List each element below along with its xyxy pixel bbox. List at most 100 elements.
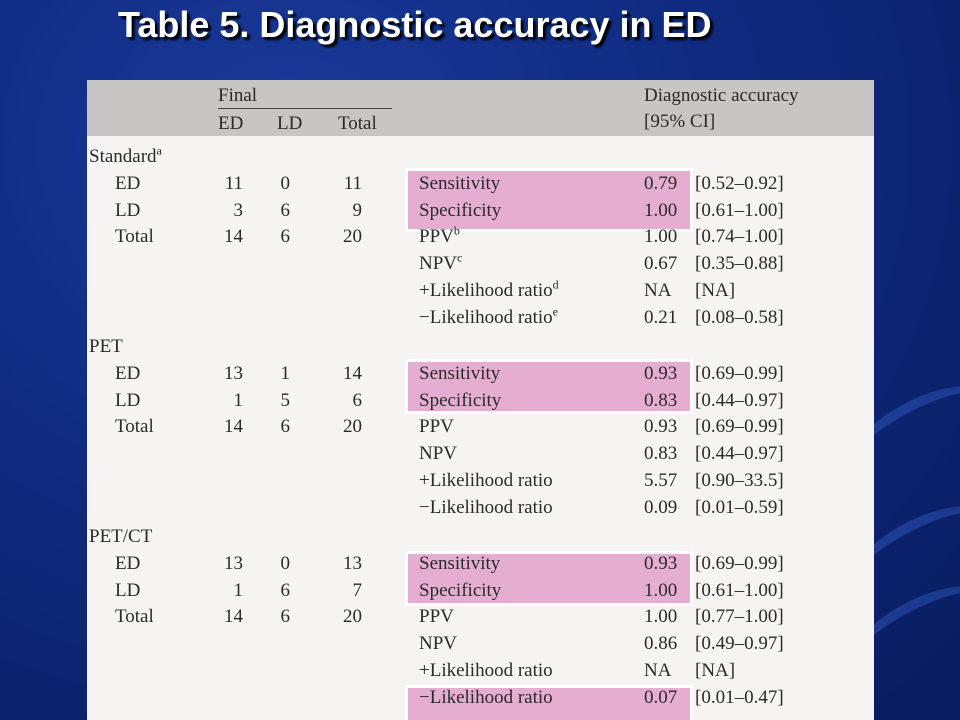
cell-ld: 1 — [280, 362, 291, 384]
cell-ed: 1 — [233, 389, 244, 411]
metric-ci: [0.61–1.00] — [695, 199, 784, 221]
highlight-box — [405, 168, 693, 232]
table-panel: Final ED LD Total Diagnostic accuracy [9… — [87, 80, 874, 720]
cell-ed: 1 — [233, 579, 244, 601]
metric-value: 0.07 — [644, 686, 678, 708]
header-ld: LD — [277, 113, 303, 134]
header-ci: [95% CI] — [644, 111, 716, 132]
section-footnote-mark: a — [156, 143, 162, 158]
cell-total: 9 — [352, 199, 363, 221]
cell-ed: 13 — [224, 552, 243, 574]
metric-ci: [0.69–0.99] — [695, 416, 784, 438]
metric-value: 0.93 — [644, 362, 678, 384]
metric-ci: [0.35–0.88] — [695, 253, 784, 275]
metric-value: 0.93 — [644, 552, 678, 574]
cell-total: 11 — [343, 172, 362, 194]
metric-ci: [0.01–0.59] — [695, 496, 784, 518]
highlight-box — [405, 359, 693, 414]
metric-value: 1.00 — [644, 606, 678, 628]
cell-ld: 0 — [280, 552, 291, 574]
metric-value: 0.93 — [644, 416, 678, 438]
metric-ci: [0.44–0.97] — [695, 389, 784, 411]
metric-label: +Likelihood ratio — [419, 660, 553, 681]
cell-total: 20 — [343, 606, 362, 628]
metric-ci: [NA] — [695, 280, 736, 301]
metric-value: 0.86 — [644, 633, 678, 655]
metric-value: 0.83 — [644, 443, 678, 465]
metric-footnote-mark: d — [552, 277, 559, 292]
row-label: Total — [115, 606, 154, 628]
metric-ci: [0.69–0.99] — [695, 552, 784, 574]
metric-label: PPV — [419, 606, 454, 628]
metric-label: NPVc — [419, 250, 463, 275]
metric-label: PPV — [419, 416, 454, 438]
cell-total: 14 — [343, 362, 362, 384]
header-final: Final — [218, 85, 258, 106]
metric-label: NPV — [419, 633, 458, 655]
cell-ld: 6 — [280, 416, 291, 438]
metric-label: −Likelihood ratio — [419, 686, 553, 708]
row-label: Total — [115, 416, 154, 438]
metric-ci: [0.74–1.00] — [695, 226, 784, 248]
metric-ci: [0.77–1.00] — [695, 606, 784, 628]
metric-value: NA — [644, 280, 672, 301]
cell-ed: 11 — [224, 172, 243, 194]
metric-label: Specificity — [419, 199, 502, 221]
cell-ld: 6 — [280, 199, 291, 221]
cell-total: 20 — [343, 416, 362, 438]
cell-ed: 13 — [224, 362, 243, 384]
row-label: LD — [115, 389, 141, 411]
cell-ed: 14 — [224, 226, 243, 248]
cell-total: 13 — [343, 552, 362, 574]
cell-total: 7 — [352, 579, 363, 601]
metric-ci: [0.61–1.00] — [695, 579, 784, 601]
metric-label: Sensitivity — [419, 552, 501, 574]
metric-label: +Likelihood ratiod — [419, 277, 559, 301]
metric-ci: [0.49–0.97] — [695, 633, 784, 655]
metric-value: 0.09 — [644, 496, 678, 518]
metric-ci: [0.69–0.99] — [695, 362, 784, 384]
cell-ed: 14 — [224, 606, 243, 628]
cell-ed: 14 — [224, 416, 243, 438]
cell-ld: 5 — [280, 389, 291, 411]
row-label: ED — [115, 552, 141, 574]
metric-value: 0.67 — [644, 253, 678, 275]
cell-ld: 6 — [280, 579, 291, 601]
row-label: Total — [115, 226, 154, 248]
metric-ci: [0.01–0.47] — [695, 686, 784, 708]
slide-title: Table 5. Diagnostic accuracy in ED — [118, 4, 712, 45]
section-title: PET — [89, 336, 123, 357]
metric-footnote-mark: b — [453, 224, 460, 239]
row-label: ED — [115, 172, 141, 194]
metric-ci: [0.90–33.5] — [695, 470, 784, 491]
row-label: LD — [115, 199, 141, 221]
metric-label: Specificity — [419, 579, 502, 601]
metric-value: 1.00 — [644, 199, 678, 221]
metric-label: PPVb — [419, 224, 460, 248]
metric-label: Sensitivity — [419, 172, 501, 194]
cell-ld: 0 — [280, 172, 291, 194]
metric-ci: [0.44–0.97] — [695, 443, 784, 465]
row-label: LD — [115, 579, 141, 601]
cell-ld: 6 — [280, 226, 291, 248]
cell-ld: 6 — [280, 606, 291, 628]
metric-label: −Likelihood ratioe — [419, 304, 558, 328]
row-label: ED — [115, 362, 141, 384]
header-diagnostic-accuracy: Diagnostic accuracy — [644, 85, 799, 106]
header-total: Total — [338, 113, 377, 134]
header-ed: ED — [218, 113, 244, 134]
section-title: Standarda — [89, 143, 162, 167]
metric-ci: [0.52–0.92] — [695, 172, 784, 194]
highlight-box — [405, 685, 693, 720]
metric-value: NA — [644, 660, 672, 681]
metric-label: Specificity — [419, 389, 502, 411]
metric-ci: [NA] — [695, 660, 736, 681]
highlight-box — [405, 551, 693, 606]
metric-ci: [0.08–0.58] — [695, 306, 784, 328]
metric-footnote-mark: e — [552, 304, 558, 319]
metric-footnote-mark: c — [457, 250, 463, 265]
metric-value: 1.00 — [644, 579, 678, 601]
header-rule — [218, 108, 392, 109]
metric-value: 0.79 — [644, 172, 678, 194]
metric-value: 1.00 — [644, 226, 678, 248]
